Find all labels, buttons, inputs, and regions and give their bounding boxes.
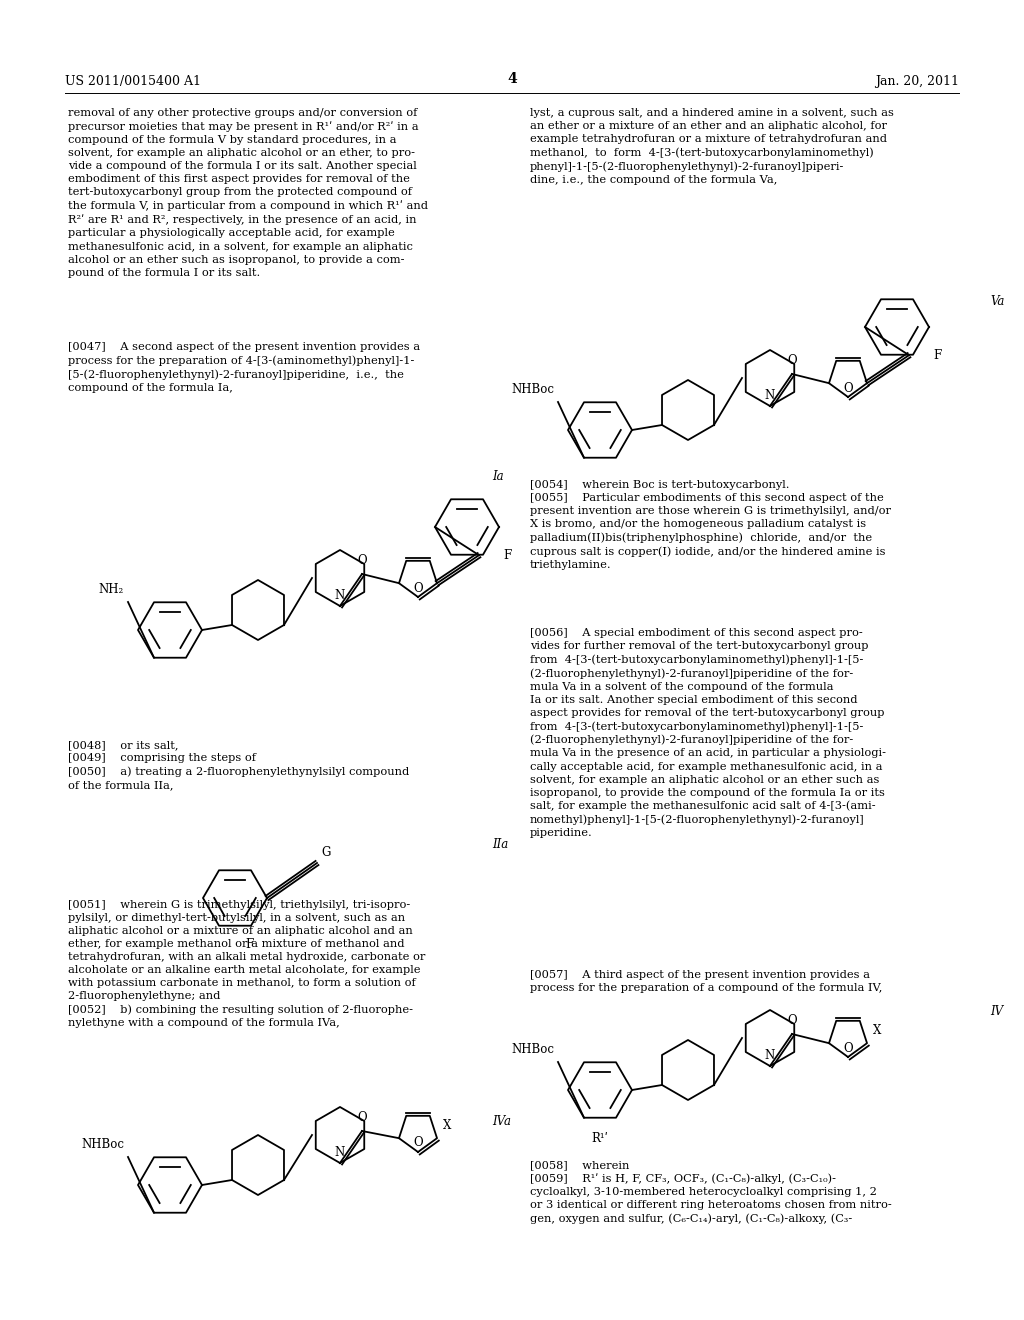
Text: R¹ʹ: R¹ʹ xyxy=(592,1133,608,1144)
Text: NHBoc: NHBoc xyxy=(511,1043,554,1056)
Text: F: F xyxy=(245,939,253,950)
Text: X: X xyxy=(873,1024,882,1038)
Text: [0051]    wherein G is trimethylsilyl, triethylsilyl, tri-isopro-
pylsilyl, or d: [0051] wherein G is trimethylsilyl, trie… xyxy=(68,900,425,1028)
Text: [0056]    A special embodiment of this second aspect pro-
vides for further remo: [0056] A special embodiment of this seco… xyxy=(530,628,886,838)
Text: N: N xyxy=(765,1049,775,1063)
Text: N: N xyxy=(335,589,345,602)
Text: O: O xyxy=(357,1111,367,1125)
Text: 4: 4 xyxy=(507,73,517,86)
Text: O: O xyxy=(787,1014,797,1027)
Text: N: N xyxy=(335,1146,345,1159)
Text: Ia: Ia xyxy=(492,470,504,483)
Text: O: O xyxy=(787,354,797,367)
Text: O: O xyxy=(414,1137,423,1150)
Text: [0054]    wherein Boc is tert-butoxycarbonyl.
[0055]    Particular embodiments o: [0054] wherein Boc is tert-butoxycarbony… xyxy=(530,480,891,570)
Text: [0047]    A second aspect of the present invention provides a
process for the pr: [0047] A second aspect of the present in… xyxy=(68,342,420,392)
Text: X: X xyxy=(443,1119,452,1133)
Text: O: O xyxy=(357,554,367,568)
Text: [0057]    A third aspect of the present invention provides a
process for the pre: [0057] A third aspect of the present inv… xyxy=(530,970,883,993)
Text: F: F xyxy=(503,549,511,562)
Text: Va: Va xyxy=(990,294,1005,308)
Text: O: O xyxy=(843,1041,853,1055)
Text: O: O xyxy=(414,582,423,594)
Text: G: G xyxy=(321,846,331,859)
Text: [0048]    or its salt,
[0049]    comprising the steps of
[0050]    a) treating a: [0048] or its salt, [0049] comprising th… xyxy=(68,741,410,789)
Text: lyst, a cuprous salt, and a hindered amine in a solvent, such as
an ether or a m: lyst, a cuprous salt, and a hindered ami… xyxy=(530,108,894,185)
Text: NHBoc: NHBoc xyxy=(511,383,554,396)
Text: IIa: IIa xyxy=(492,838,508,851)
Text: Jan. 20, 2011: Jan. 20, 2011 xyxy=(874,75,959,88)
Text: N: N xyxy=(765,389,775,403)
Text: IV: IV xyxy=(990,1005,1004,1018)
Text: US 2011/0015400 A1: US 2011/0015400 A1 xyxy=(65,75,201,88)
Text: F: F xyxy=(933,348,941,362)
Text: removal of any other protective groups and/or conversion of
precursor moieties t: removal of any other protective groups a… xyxy=(68,108,428,277)
Text: NHBoc: NHBoc xyxy=(81,1138,124,1151)
Text: O: O xyxy=(843,381,853,395)
Text: [0058]    wherein
[0059]    R¹ʹ is H, F, CF₃, OCF₃, (C₁-C₈)-alkyl, (C₃-C₁₀)-
cyc: [0058] wherein [0059] R¹ʹ is H, F, CF₃, … xyxy=(530,1160,892,1224)
Text: NH₂: NH₂ xyxy=(98,583,124,597)
Text: IVa: IVa xyxy=(492,1115,511,1129)
